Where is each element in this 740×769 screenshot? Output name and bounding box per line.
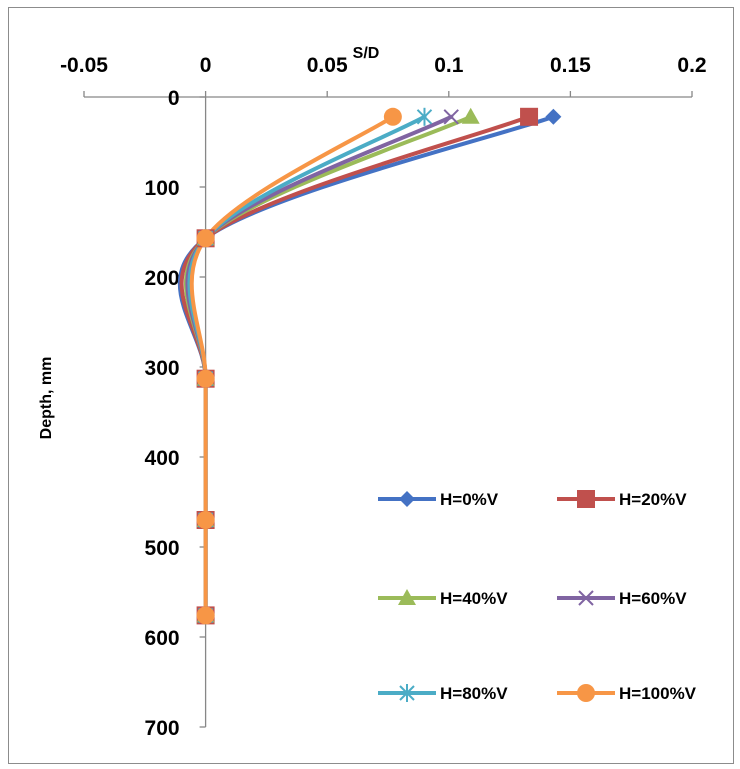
legend-label: H=60%V: [619, 589, 687, 608]
data-point-h-60pctv: [443, 109, 459, 125]
data-point-h-20pctv: [520, 107, 539, 126]
x-axis-title: S/D: [353, 45, 380, 62]
y-tick-label: 500: [145, 537, 180, 560]
series-line-h-100pctv: [189, 114, 395, 618]
legend-item-h-80pctv: H=80%V: [378, 684, 508, 703]
chart-frame: [8, 7, 734, 764]
y-tick-label: 200: [145, 267, 180, 290]
data-point-h-100pctv: [383, 107, 402, 126]
y-tick-label: 100: [145, 177, 180, 200]
series-lines: [177, 114, 556, 618]
x-tick-label: 0.2: [677, 54, 706, 77]
series-markers: [196, 107, 562, 625]
legend-item-h-20pctv: H=20%V: [557, 490, 687, 509]
y-tick-label: 700: [145, 717, 180, 740]
legend-item-h-60pctv: H=60%V: [557, 589, 687, 608]
x-tick-label: 0.15: [550, 54, 591, 77]
x-tick-label: 0.1: [434, 54, 464, 77]
data-point-h-100pctv: [196, 606, 215, 625]
data-point-h-80pctv: [416, 107, 433, 126]
legend-item-h-100pctv: H=100%V: [557, 684, 697, 703]
series-line-h-20pctv: [179, 114, 532, 618]
legend-marker: [399, 491, 415, 507]
legend-marker: [578, 590, 594, 606]
y-tick-label: 0: [168, 87, 180, 110]
legend-label: H=100%V: [619, 684, 697, 703]
legend-item-h-40pctv: H=40%V: [378, 589, 508, 608]
x-tick-label: 0: [200, 54, 212, 77]
legend-label: H=80%V: [440, 684, 508, 703]
data-point-h-40pctv: [461, 107, 480, 124]
legend-marker: [398, 589, 416, 605]
legend-label: H=40%V: [440, 589, 508, 608]
data-point-h-100pctv: [196, 369, 215, 388]
series-line-h-60pctv: [185, 114, 454, 618]
data-point-h-100pctv: [196, 229, 215, 248]
data-point-h-100pctv: [196, 511, 215, 529]
legend-label: H=0%V: [440, 490, 499, 509]
legend-marker: [577, 684, 595, 702]
axes: -0.05 0 0.05 0.1 0.15 0.2 0 100 200 300 400 500 600 7…: [60, 54, 707, 740]
x-tick-label: 0.05: [307, 54, 348, 77]
y-tick-label: 400: [145, 447, 180, 470]
y-tick-label: 600: [145, 627, 180, 650]
series-line-h-40pctv: [184, 114, 473, 618]
legend-marker: [399, 684, 415, 702]
legend: H=0%V H=20%V H=40%V H=60%V H=80%V H=100%V: [378, 490, 697, 703]
legend-item-h-0pctv: H=0%V: [378, 490, 499, 509]
data-point-h-0pctv: [545, 108, 562, 125]
series-line-h-0pctv: [177, 114, 556, 618]
legend-marker: [577, 490, 595, 508]
legend-label: H=20%V: [619, 490, 687, 509]
y-tick-label: 300: [145, 357, 180, 380]
y-axis-title: Depth, mm: [38, 357, 55, 440]
x-tick-label: -0.05: [60, 54, 108, 77]
